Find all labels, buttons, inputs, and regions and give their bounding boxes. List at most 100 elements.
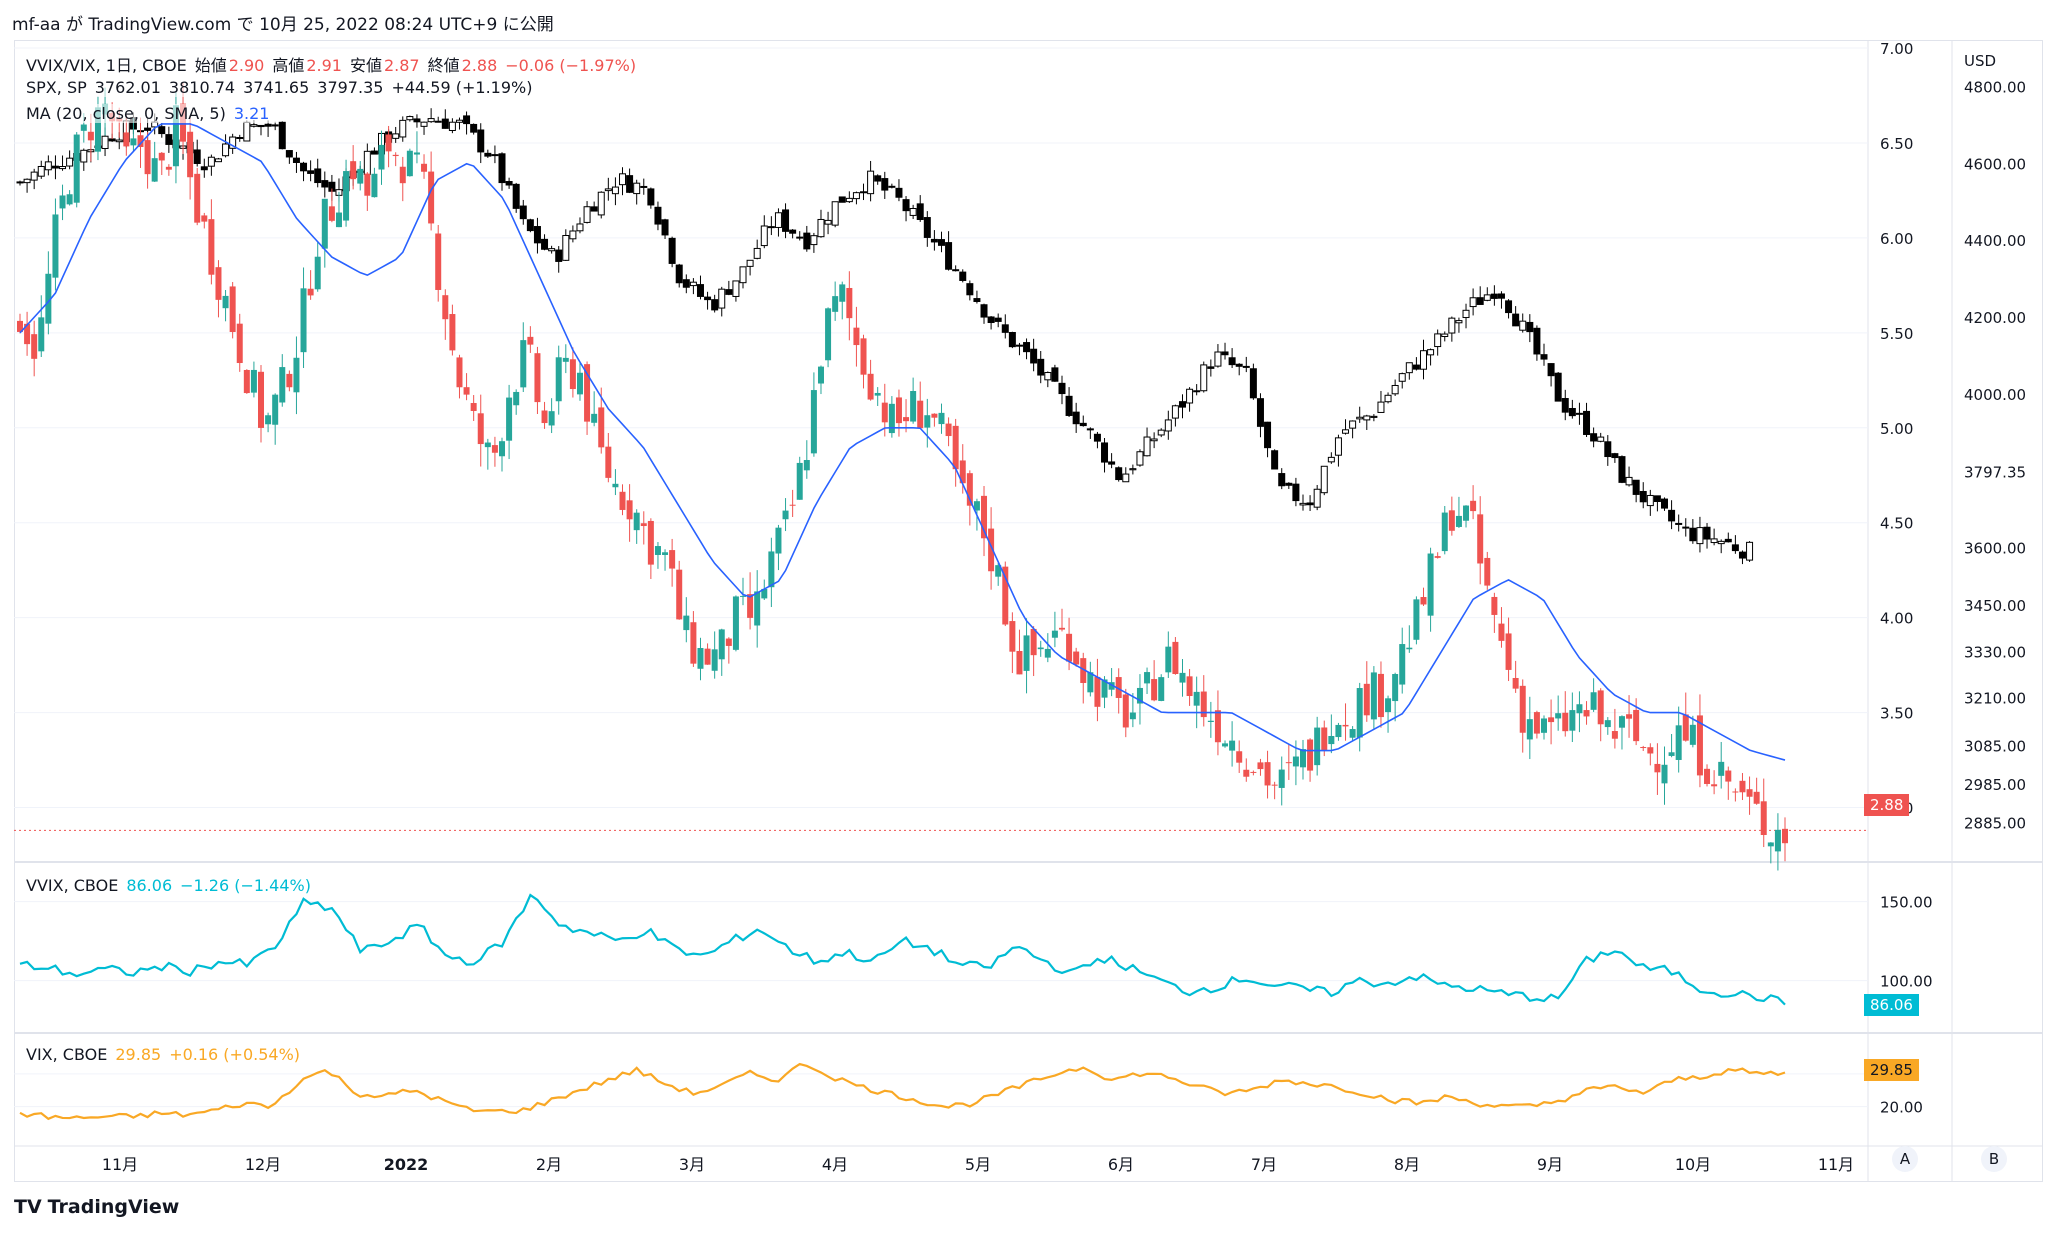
ratio-candle-body [1016,650,1023,675]
ratio-axis-tick: 5.50 [1880,325,1913,343]
spx-candle-body [271,124,279,127]
spx-candle-body [257,124,265,128]
ratio-candle-body [1477,514,1484,564]
ratio-candle-body [1066,633,1073,662]
spx-candle-body [1611,453,1619,459]
spx-candle-body [243,121,251,142]
spx-candle-body [1356,416,1364,420]
ratio-candle-body [265,415,272,425]
ratio-candle-body [1037,647,1044,650]
ratio-candle-body [1299,749,1306,768]
ratio-candle-body [59,195,66,209]
ratio-candle-body [1654,763,1661,773]
ratio-candle-body [846,287,853,319]
spx-axis-tick: 4000.00 [1964,386,2026,404]
ratio-candle-body [938,412,945,425]
ratio-candle-body [1640,747,1647,749]
time-axis-tick: 6月 [1108,1155,1134,1174]
ratio-candle-body [250,369,257,393]
spx-candle-body [101,135,109,150]
ratio-candle-body [258,371,265,428]
spx-candle-body [845,197,853,203]
ratio-candle-body [151,158,158,182]
spx-candle-body [817,218,825,238]
legend-main-low: 2.87 [383,56,420,75]
ma-line [19,123,1786,761]
spx-candle-body [1023,342,1031,353]
legend-ma-label: MA (20, close, 0, SMA, 5) [26,104,226,123]
tradingview-brand: TradingView [47,1196,180,1218]
spx-candle-body [1122,473,1130,483]
spx-candle-body [37,165,45,177]
ratio-candle-body [973,501,980,511]
spx-candle-body [1221,351,1229,356]
spx-candle-body [307,170,315,174]
spx-axis-tick: 3600.00 [1964,540,2026,558]
ratio-candle-body [1392,674,1399,702]
spx-candle-body [314,168,322,184]
spx-candle-body [1370,415,1378,418]
spx-candle-body [1391,384,1399,395]
legend-vix-change: +0.16 (+0.54%) [169,1045,301,1064]
spx-candle-body [427,118,435,123]
ratio-candle-body [669,550,676,569]
spx-candle-body [1526,321,1534,333]
legend-spx-change: +44.59 (+1.19%) [391,78,533,97]
spx-candle-body [1008,332,1016,348]
ratio-axis-tick: 4.00 [1880,610,1913,628]
ratio-candle-body [52,214,59,278]
spx-candle-body [1306,502,1314,506]
spx-candle-body [1448,317,1456,334]
spx-candle-body [1285,482,1293,486]
spx-candle-body [1412,364,1420,370]
spx-candle-body [746,259,754,267]
ratio-candle-body [1229,740,1236,751]
vix-line [19,1062,1786,1121]
vvix-line [19,893,1786,1006]
spx-candle-body [1717,540,1725,545]
spx-candle-body [1653,495,1661,503]
spx-candle-body [1051,367,1059,382]
spx-candle-body [959,271,967,281]
ratio-candle-body [1158,677,1165,701]
spx-candle-body [760,225,768,247]
ratio-candle-body [435,233,442,290]
ratio-axis-tick: 7.00 [1880,40,1913,58]
scale-b-button[interactable]: B [1981,1146,2007,1172]
ratio-candle-body [31,334,38,359]
spx-candle-body [1299,502,1307,506]
ratio-candle-body [1044,648,1051,658]
auto-scale-button[interactable]: A [1892,1146,1918,1172]
spx-candle-body [732,280,740,297]
spx-candle-body [193,149,201,164]
ratio-candle-body [378,144,385,170]
spx-candle-body [704,296,712,301]
ratio-candle-body [24,323,31,345]
spx-candle-body [1434,333,1442,348]
spx-candle-body [633,182,641,195]
ratio-candle-body [1271,784,1278,786]
ratio-candle-body [867,373,874,400]
legend-ma: MA (20, close, 0, SMA, 5) 3.21 [26,104,278,123]
ratio-candle-body [463,387,470,395]
spx-candle-body [810,235,818,246]
ratio-candle-body [1058,627,1065,630]
spx-candle-body [1327,456,1335,463]
ratio-candle-body [1002,566,1009,625]
spx-candle-body [718,288,726,309]
spx-candle-body [214,158,222,163]
ratio-candle-body [810,390,817,454]
ratio-candle-body [1214,710,1221,743]
spx-candle-body [1164,419,1172,432]
spx-candle-body [867,170,875,195]
spx-candle-body [1540,354,1548,360]
ratio-candle-body [598,407,605,448]
ratio-candle-body [1222,743,1229,747]
ratio-candle-body [520,340,527,388]
ratio-candle-body [215,267,222,300]
spx-candle-body [675,264,683,284]
ratio-candle-body [832,296,839,312]
ratio-candle-body [442,295,449,320]
spx-candle-body [1703,526,1711,540]
